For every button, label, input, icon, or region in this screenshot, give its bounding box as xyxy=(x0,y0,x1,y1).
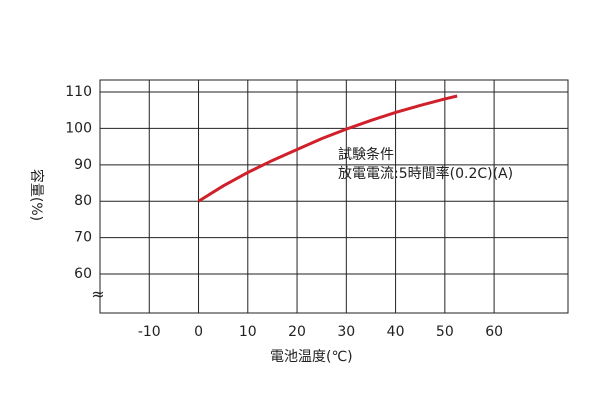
data-line xyxy=(197,94,458,203)
x-tick-label: 40 xyxy=(387,324,405,340)
y-tick-label: 80 xyxy=(74,193,92,209)
x-tick-label: -10 xyxy=(138,324,161,340)
y-tick-label: 100 xyxy=(65,120,92,136)
annotation: 試験条件 xyxy=(338,146,394,163)
x-axis-label: 電池温度(℃) xyxy=(270,349,353,365)
axis-break: ≈ xyxy=(91,285,104,304)
plot-frame xyxy=(99,79,569,314)
y-axis-label: 容量(%) xyxy=(28,169,45,221)
y-tick-label: 70 xyxy=(74,230,92,246)
y-tick-label: 90 xyxy=(74,157,92,173)
annotation: 放電電流:5時間率(0.2C)(A) xyxy=(338,165,513,182)
x-tick-label: 30 xyxy=(337,324,355,340)
y-tick-label: 110 xyxy=(65,84,92,100)
x-tick-label: 60 xyxy=(485,324,503,340)
x-tick-label: 0 xyxy=(194,324,203,340)
y-tick-label: 60 xyxy=(74,266,92,282)
x-tick-label: 20 xyxy=(288,324,306,340)
x-tick-label: 10 xyxy=(239,324,257,340)
x-tick-label: 50 xyxy=(436,324,454,340)
